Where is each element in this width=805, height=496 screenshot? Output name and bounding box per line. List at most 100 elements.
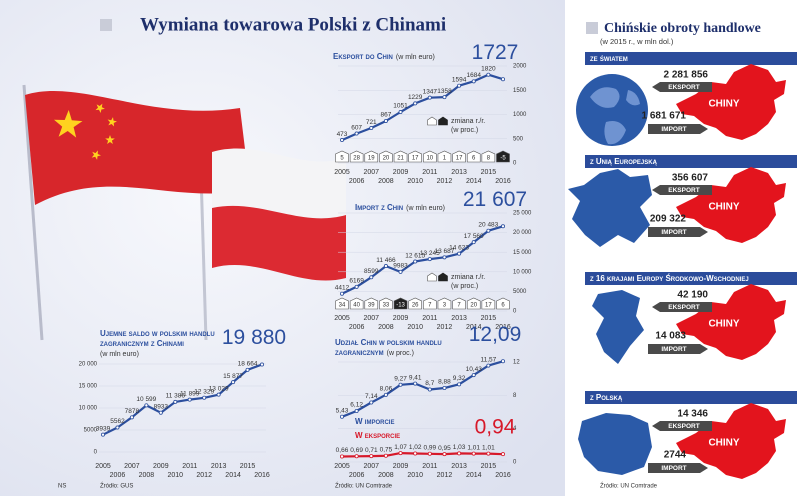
source: Źródło: UN Comtrade bbox=[335, 483, 393, 490]
change-box bbox=[481, 150, 496, 163]
data-point bbox=[339, 414, 344, 419]
main-title: Wymiana towarowa Polski z Chinami bbox=[140, 14, 446, 35]
polish-flag-red bbox=[212, 205, 346, 281]
y-tick-label: 1500 bbox=[513, 88, 527, 94]
value-label: 9,32 bbox=[453, 375, 466, 382]
change-box bbox=[466, 150, 481, 163]
value-label-highlight: 1727 bbox=[472, 41, 519, 64]
data-point bbox=[158, 410, 163, 415]
data-point bbox=[144, 403, 149, 408]
x-tick-label: 2009 bbox=[153, 463, 169, 470]
x-tick-label: 2007 bbox=[363, 169, 379, 176]
footer: NS bbox=[58, 484, 66, 490]
value-label: 1051 bbox=[393, 103, 408, 110]
section-header bbox=[585, 155, 797, 168]
value-label: 867 bbox=[380, 112, 391, 119]
import-label: IMPORT bbox=[661, 346, 686, 353]
change-box bbox=[437, 297, 452, 310]
import-arrow bbox=[648, 227, 708, 237]
chart-subtitle: (w mln euro) bbox=[396, 54, 435, 61]
data-point bbox=[398, 382, 403, 387]
value-label: 721 bbox=[366, 119, 377, 126]
change-label: 1 bbox=[443, 156, 447, 162]
data-point bbox=[101, 432, 106, 437]
section-title: z 16 krajami Europy Środkowo-Wschodniej bbox=[590, 274, 749, 283]
value-label: 11 386 bbox=[166, 393, 186, 400]
change-box bbox=[335, 150, 349, 163]
chart-title: Import z Chin bbox=[355, 203, 403, 212]
value-label: 14 623 bbox=[449, 244, 469, 251]
data-line bbox=[341, 225, 504, 295]
data-point bbox=[486, 363, 491, 368]
data-point bbox=[486, 451, 491, 456]
value-label: 0,95 bbox=[438, 445, 451, 452]
x-tick-label: 2014 bbox=[225, 472, 241, 479]
change-box bbox=[466, 297, 481, 310]
x-tick-label: 2012 bbox=[437, 178, 453, 185]
y-tick-label: 500 bbox=[513, 136, 524, 142]
x-tick-label: 2005 bbox=[334, 463, 350, 470]
chart-title: Udział Chin w polskim handlu bbox=[335, 338, 442, 347]
x-tick-label: 2013 bbox=[451, 463, 467, 470]
change-label: 17 bbox=[456, 156, 463, 162]
data-line bbox=[341, 73, 504, 142]
globe-land bbox=[590, 87, 640, 145]
data-line bbox=[341, 360, 504, 418]
china-map bbox=[676, 403, 786, 479]
flag-star bbox=[107, 117, 117, 127]
export-arrow bbox=[652, 82, 712, 92]
data-point bbox=[398, 451, 403, 456]
x-tick-label: 2016 bbox=[495, 324, 511, 331]
change-label: 3 bbox=[443, 303, 447, 309]
change-box bbox=[481, 297, 496, 310]
value-label-highlight: 19 880 bbox=[222, 326, 286, 349]
y-tick-label: 1000 bbox=[513, 112, 527, 118]
data-point bbox=[427, 387, 432, 392]
data-point bbox=[187, 397, 192, 402]
data-point bbox=[398, 110, 403, 115]
y-tick-label: 25 000 bbox=[513, 211, 532, 217]
change-box bbox=[408, 297, 422, 310]
change-box bbox=[452, 297, 466, 310]
x-tick-label: 2016 bbox=[495, 472, 511, 479]
value-label: 0,69 bbox=[350, 447, 363, 454]
change-label: -5 bbox=[500, 156, 506, 162]
data-point bbox=[129, 415, 134, 420]
data-point bbox=[369, 454, 374, 459]
value-label: 9983 bbox=[393, 263, 408, 270]
x-tick-label: 2016 bbox=[254, 472, 270, 479]
series-name: W imporcie bbox=[355, 417, 394, 426]
change-box bbox=[496, 297, 510, 310]
change-label: 10 bbox=[426, 156, 433, 162]
y-tick-label: 0 bbox=[513, 309, 517, 315]
import-label: IMPORT bbox=[661, 465, 686, 472]
data-point bbox=[354, 284, 359, 289]
export-value: 2 281 856 bbox=[664, 70, 709, 81]
polish-flag-white bbox=[212, 148, 346, 219]
data-point bbox=[427, 451, 432, 456]
export-arrow bbox=[652, 302, 712, 312]
export-value: 42 190 bbox=[677, 290, 708, 301]
flag-pole bbox=[22, 84, 44, 341]
change-label: 6 bbox=[501, 303, 505, 309]
data-point bbox=[442, 385, 447, 390]
value-label: 8,7 bbox=[425, 380, 434, 387]
data-point bbox=[339, 454, 344, 459]
change-box bbox=[452, 150, 466, 163]
x-tick-label: 2006 bbox=[349, 324, 365, 331]
x-tick-label: 2005 bbox=[334, 169, 350, 176]
country-label: CHINY bbox=[708, 202, 739, 213]
y-tick-label: 0 bbox=[513, 460, 517, 466]
data-point bbox=[173, 399, 178, 404]
x-tick-label: 2006 bbox=[110, 472, 126, 479]
data-point bbox=[457, 451, 462, 456]
value-label: 5562 bbox=[110, 418, 125, 425]
x-tick-label: 2011 bbox=[422, 463, 437, 470]
value-label: 17 560 bbox=[464, 233, 484, 240]
value-label: 11,57 bbox=[480, 356, 496, 363]
change-box bbox=[393, 297, 408, 310]
chart-subtitle: (w mln euro) bbox=[406, 205, 445, 212]
x-tick-label: 2011 bbox=[422, 315, 437, 322]
x-tick-label: 2007 bbox=[363, 463, 379, 470]
